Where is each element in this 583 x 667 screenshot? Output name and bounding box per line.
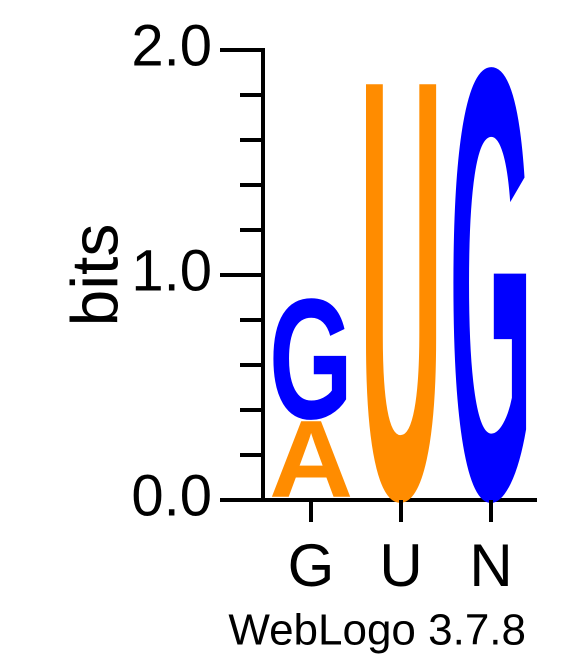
- y-ticks: [220, 48, 263, 502]
- logo-letter-pos1-a: A: [269, 398, 353, 520]
- y-axis-label: bits: [57, 224, 131, 327]
- logo-letter-pos3-g: G: [449, 0, 533, 628]
- weblogo-footer: WebLogo 3.7.8: [228, 606, 526, 655]
- y-tick-label-2: 2.0: [131, 13, 212, 78]
- logo-letter-pos1-g: G: [269, 264, 353, 456]
- y-tick-label-1: 1.0: [131, 238, 212, 303]
- x-tick-label-2: U: [379, 532, 422, 599]
- y-tick-labels: 0.0 1.0 2.0: [131, 13, 212, 528]
- logo-letters: AG U G: [269, 0, 533, 628]
- x-tick-label-3: N: [469, 532, 512, 599]
- x-ticks: [309, 500, 493, 522]
- x-tick-labels: G U N: [288, 532, 513, 599]
- x-tick-label-1: G: [288, 532, 335, 599]
- y-tick-label-0: 0.0: [131, 463, 212, 528]
